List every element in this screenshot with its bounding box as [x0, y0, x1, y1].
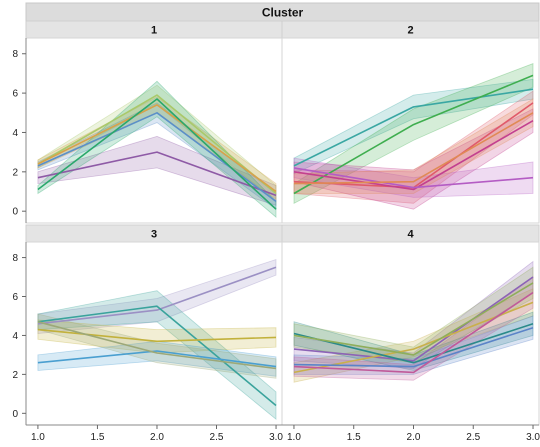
confidence-band — [37, 96, 277, 201]
y-tick-label: 2 — [12, 167, 18, 178]
confidence-band — [293, 288, 534, 383]
x-tick-label: 1.5 — [347, 432, 361, 443]
x-axis-col-2: 1.0 1.5 2.0 2.5 3.0 — [282, 424, 540, 443]
y-tick-label: 8 — [12, 253, 18, 264]
series-line — [37, 151, 277, 197]
plot-area — [281, 37, 540, 224]
y-tick-label: 4 — [12, 331, 18, 342]
y-tick-label: 6 — [12, 89, 18, 100]
chart-title: Cluster — [262, 6, 304, 20]
panel-1: 1 — [25, 20, 283, 224]
facet-label: 3 — [151, 229, 157, 241]
confidence-band — [293, 315, 534, 375]
x-axis-col-1: 1.0 1.5 2.0 2.5 3.0 — [26, 424, 283, 443]
series-line — [293, 88, 534, 167]
series-line — [293, 282, 534, 356]
series-line — [293, 120, 534, 191]
x-tick-label: 2.5 — [466, 432, 480, 443]
plot-area — [25, 241, 283, 426]
x-tick-label: 1.5 — [90, 432, 104, 443]
series-line — [293, 167, 534, 189]
confidence-band — [37, 258, 277, 334]
y-tick-label: 2 — [12, 370, 18, 381]
facet-label: 2 — [407, 25, 413, 37]
confidence-band — [293, 276, 534, 381]
series-line — [293, 112, 534, 185]
x-tick-label: 1.0 — [287, 432, 301, 443]
series-line — [37, 305, 277, 407]
y-axis-row-2: 0 2 4 6 8 — [12, 242, 27, 425]
y-tick-label: 6 — [12, 292, 18, 303]
series-line — [37, 104, 277, 193]
series-line — [293, 323, 534, 364]
y-axis-row-1: 0 2 4 6 8 — [12, 38, 27, 223]
x-tick-label: 1.0 — [31, 432, 45, 443]
x-tick-label: 2.0 — [407, 432, 421, 443]
confidence-band — [37, 80, 277, 218]
panel-4: 4 — [281, 224, 540, 426]
y-tick-label: 8 — [12, 49, 18, 60]
x-tick-label: 2.5 — [210, 432, 224, 443]
confidence-band — [37, 319, 277, 354]
series-line — [37, 321, 277, 370]
series-line — [37, 266, 277, 325]
x-tick-label: 3.0 — [269, 432, 283, 443]
plot-area — [281, 241, 540, 426]
series-line — [293, 291, 534, 374]
series-line — [293, 74, 534, 195]
series-line — [37, 328, 277, 343]
series-line — [37, 350, 277, 368]
facet-label: 1 — [151, 25, 157, 37]
confidence-band — [293, 266, 534, 364]
confidence-band — [293, 78, 534, 175]
panel-3: 3 — [25, 224, 283, 426]
y-tick-label: 0 — [12, 207, 18, 218]
x-tick-label: 2.0 — [150, 432, 164, 443]
panel-2: 2 — [281, 20, 540, 224]
confidence-band — [293, 157, 534, 198]
y-tick-label: 4 — [12, 128, 18, 139]
confidence-band — [37, 135, 277, 206]
y-tick-label: 0 — [12, 409, 18, 420]
series-line — [37, 98, 277, 210]
series-line — [293, 326, 534, 368]
facet-label: 4 — [407, 229, 414, 241]
series-line — [37, 94, 277, 195]
x-tick-label: 3.0 — [526, 432, 540, 443]
plot-area — [25, 37, 283, 224]
series-line — [293, 276, 534, 362]
